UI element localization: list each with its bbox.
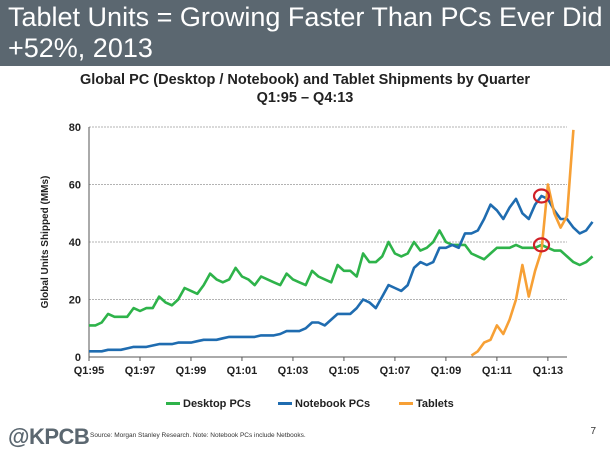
brand-logo: @KPCB [8,424,90,449]
chart-subtitle: Q1:95 – Q4:13 [256,90,354,106]
y-tick-label-0: 0 [75,352,81,364]
x-tick-label-Q1:05: Q1:05 [329,365,360,377]
legend-swatch-desktop [166,401,180,405]
legend-item-tablets: Tablets [399,398,454,410]
series-line-notebook-pcs [89,194,594,353]
legend-label-notebook: Notebook PCs [295,398,371,410]
highlight-circle-2 [532,237,551,253]
legend-item-notebook: Notebook PCs [278,398,370,410]
x-tick-label-Q1:13: Q1:13 [533,365,564,377]
series-line-tablets [470,129,575,357]
legend-label-tablets: Tablets [416,398,454,410]
chart-title: Global PC (Desktop / Notebook) and Table… [79,72,531,88]
y-tick-label-60: 60 [69,180,81,192]
x-tick-label-Q1:03: Q1:03 [278,365,309,377]
legend-swatch-notebook [278,401,292,405]
slide-subtitle: +52%, 2013 [8,33,153,63]
y-tick-label-80: 80 [69,122,81,134]
x-tick-label-Q1:07: Q1:07 [380,365,411,377]
y-tick-label-40: 40 [69,237,81,249]
slide-title: Tablet Units = Growing Faster Than PCs E… [8,2,603,32]
x-tick-label-Q1:95: Q1:95 [74,365,105,377]
page-number: 7 [590,426,596,437]
source-note: Source: Morgan Stanley Research. Note: N… [90,432,306,439]
x-tick-label-Q1:11: Q1:11 [482,365,512,377]
legend-label-desktop: Desktop PCs [183,398,251,410]
x-tick-label-Q1:99: Q1:99 [176,365,207,377]
x-tick-label-Q1:09: Q1:09 [431,365,462,377]
y-tick-label-20: 20 [69,295,81,307]
highlight-circle-1 [532,188,551,204]
x-tick-label-Q1:97: Q1:97 [125,365,156,377]
series-line-desktop-pcs [89,229,594,327]
x-tick-label-Q1:01: Q1:01 [227,365,258,377]
chart-legend: Desktop PCs Notebook PCs Tablets [0,398,610,414]
title-banner: Tablet Units = Growing Faster Than PCs E… [0,0,610,66]
y-axis-label: Global Units Shipped (MMs) [40,176,51,309]
legend-item-desktop: Desktop PCs [166,398,251,410]
legend-swatch-tablets [399,401,413,405]
